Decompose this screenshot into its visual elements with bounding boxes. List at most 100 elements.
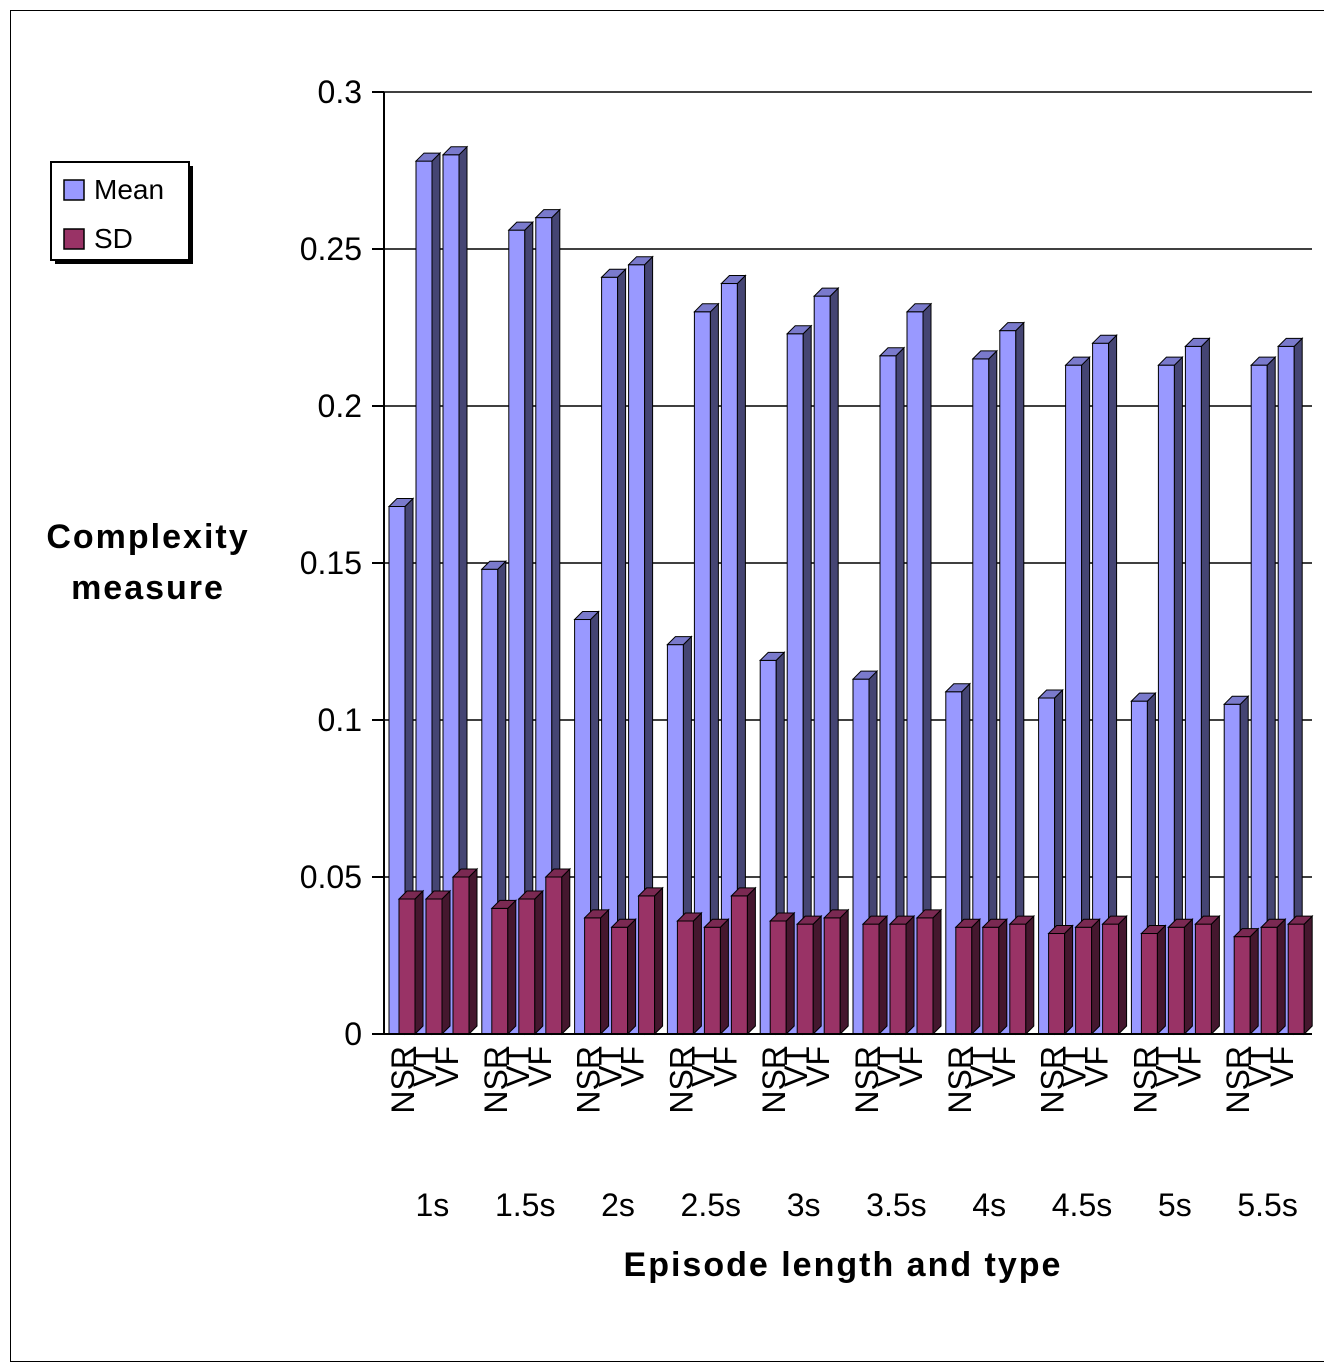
category-label: VF xyxy=(1079,1046,1115,1087)
bar-mean-5.5s-VT xyxy=(1249,355,1277,1036)
bar-mean-1.5s-VF xyxy=(534,208,562,1036)
bar-sd-2.5s-VT xyxy=(703,918,730,1036)
bar-mean-2s-VT xyxy=(600,268,627,1036)
y-axis-title-line-1: Complexity xyxy=(46,518,249,556)
bar-sd-3.5s-VT xyxy=(888,914,916,1036)
category-label: NSR xyxy=(1035,1046,1071,1114)
group-labels: 1s 1.5s 2s 2.5s 3s 3.5s 4s 4.5s 5s 5.5s xyxy=(416,1187,1298,1223)
bar-sd-3s-NSR xyxy=(768,911,796,1036)
bar-sd-2s-NSR xyxy=(583,908,610,1036)
legend-swatch-mean xyxy=(63,179,85,201)
bar-sd-2.5s-NSR xyxy=(676,911,703,1036)
group-label: 3.5s xyxy=(866,1187,926,1223)
bar-sd-1.5s-NSR xyxy=(490,899,518,1036)
category-label: NSR xyxy=(1220,1046,1256,1114)
bar-sd-1s-VT xyxy=(424,889,452,1036)
y-axis-ticks: 0 0.05 0.1 0.15 0.2 0.25 0.3 xyxy=(300,74,384,1052)
group-label: 1s xyxy=(416,1187,450,1223)
group-label: 5s xyxy=(1158,1187,1192,1223)
category-label: VT xyxy=(593,1046,629,1087)
bar-sd-1s-VF xyxy=(451,867,479,1036)
bar-sd-5s-VF xyxy=(1194,914,1221,1036)
bar-mean-3s-VT xyxy=(785,324,813,1036)
bar-sd-4s-NSR xyxy=(954,918,982,1036)
x-axis-title: Episode length and type xyxy=(624,1246,1063,1284)
bar-mean-3s-VF xyxy=(812,286,840,1036)
group-label: 2.5s xyxy=(681,1187,741,1223)
category-label: VF xyxy=(893,1046,929,1087)
bar-mean-2.5s-VT xyxy=(693,302,720,1036)
bar-sd-1.5s-VT xyxy=(517,889,545,1036)
bar-sd-4.5s-VF xyxy=(1101,914,1128,1036)
bar-sd-2.5s-VF xyxy=(730,886,757,1036)
category-label: VF xyxy=(1171,1046,1207,1087)
bars xyxy=(387,145,1314,1036)
bar-mean-4s-VF xyxy=(998,321,1026,1036)
y-axis-title-line-2: measure xyxy=(71,569,225,607)
bar-sd-2s-VF xyxy=(637,886,664,1036)
category-label: VF xyxy=(800,1046,836,1087)
category-label: NSR xyxy=(571,1046,607,1114)
bar-mean-1s-VT xyxy=(414,151,442,1036)
y-tick-label: 0.25 xyxy=(300,231,362,267)
category-label: VT xyxy=(778,1046,814,1087)
group-label: 1.5s xyxy=(495,1187,555,1223)
category-label: VT xyxy=(407,1046,443,1087)
category-label: VT xyxy=(500,1046,536,1087)
bar-mean-1s-VF xyxy=(441,145,469,1036)
category-label: VF xyxy=(615,1046,651,1087)
bar-sd-4.5s-NSR xyxy=(1047,924,1074,1036)
bar-sd-1.5s-VF xyxy=(544,867,572,1036)
category-label: VT xyxy=(1057,1046,1093,1087)
bar-mean-4.5s-VT xyxy=(1064,355,1091,1036)
category-label: VF xyxy=(1264,1046,1300,1087)
group-label: 2s xyxy=(601,1187,635,1223)
category-label: NSR xyxy=(385,1046,421,1114)
bar-mean-4.5s-VF xyxy=(1091,333,1118,1036)
group-label: 4.5s xyxy=(1052,1187,1112,1223)
bar-sd-3.5s-NSR xyxy=(861,914,889,1036)
category-label: NSR xyxy=(663,1046,699,1114)
bar-mean-1.5s-VT xyxy=(507,220,535,1036)
bar-sd-4s-VT xyxy=(981,918,1009,1036)
bar-sd-5.5s-NSR xyxy=(1232,927,1260,1036)
group-label: 5.5s xyxy=(1237,1187,1297,1223)
bar-mean-3.5s-VT xyxy=(878,346,906,1036)
bar-sd-3.5s-VF xyxy=(915,908,943,1036)
group-label: 4s xyxy=(972,1187,1006,1223)
bar-sd-4.5s-VT xyxy=(1074,918,1101,1036)
category-label: NSR xyxy=(478,1046,514,1114)
y-tick-label: 0.1 xyxy=(318,702,362,738)
bar-sd-5s-NSR xyxy=(1140,924,1167,1036)
category-label: NSR xyxy=(942,1046,978,1114)
bar-sd-5s-VT xyxy=(1167,918,1194,1036)
bar-sd-3s-VF xyxy=(822,908,850,1036)
bar-mean-5.5s-VF xyxy=(1276,337,1304,1036)
bar-sd-3s-VT xyxy=(795,914,823,1036)
y-tick-label: 0.2 xyxy=(318,388,362,424)
bar-sd-5.5s-VT xyxy=(1259,918,1287,1036)
category-label: VF xyxy=(707,1046,743,1087)
bar-mean-2.5s-VF xyxy=(720,274,747,1036)
y-tick-label: 0.15 xyxy=(300,545,362,581)
category-label: VT xyxy=(871,1046,907,1087)
category-label: NSR xyxy=(849,1046,885,1114)
category-label: VT xyxy=(1242,1046,1278,1087)
legend-label-mean: Mean xyxy=(94,174,164,205)
y-tick-label: 0.3 xyxy=(318,74,362,110)
bar-mean-2s-VF xyxy=(627,255,654,1036)
group-label: 3s xyxy=(787,1187,821,1223)
bar-sd-5.5s-VF xyxy=(1286,914,1314,1036)
legend-label-sd: SD xyxy=(94,223,133,254)
category-label: VF xyxy=(522,1046,558,1087)
category-label: VT xyxy=(964,1046,1000,1087)
category-label: NSR xyxy=(756,1046,792,1114)
y-tick-label: 0 xyxy=(344,1016,362,1052)
category-label: VT xyxy=(685,1046,721,1087)
bar-sd-1s-NSR xyxy=(397,889,425,1036)
category-label: VT xyxy=(1149,1046,1185,1087)
y-tick-label: 0.05 xyxy=(300,859,362,895)
category-label: VF xyxy=(429,1046,465,1087)
